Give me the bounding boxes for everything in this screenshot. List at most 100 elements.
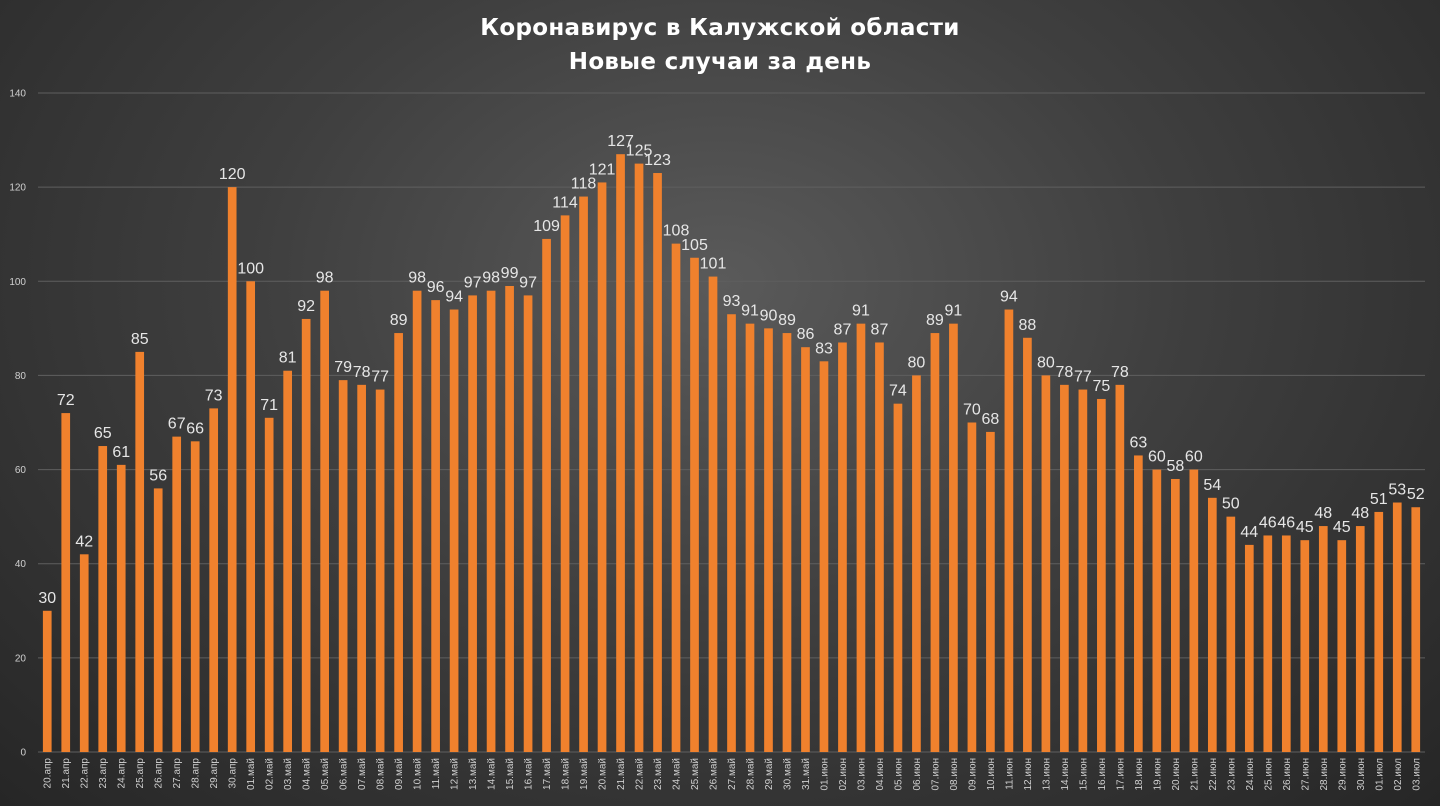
x-tick-label: 01.июл <box>1374 758 1385 791</box>
data-label: 45 <box>1333 519 1351 536</box>
bar <box>727 314 736 752</box>
bar <box>653 173 662 752</box>
bar <box>782 333 792 752</box>
data-label: 97 <box>464 274 482 291</box>
data-label: 86 <box>797 326 815 343</box>
y-axis-ticks: 0 20 40 60 80 100 120 140 <box>9 89 26 759</box>
data-label: 45 <box>1296 519 1314 536</box>
x-tick-label: 18.май <box>561 758 572 790</box>
data-label: 96 <box>427 279 445 296</box>
data-label: 56 <box>149 467 167 484</box>
x-tick-label: 08.май <box>376 758 387 790</box>
bar <box>1134 455 1143 752</box>
x-tick-label: 17.июн <box>1115 758 1126 791</box>
data-label: 127 <box>607 133 634 150</box>
bar <box>227 187 237 753</box>
y-tick-label: 20 <box>15 653 27 664</box>
data-label: 46 <box>1259 514 1277 531</box>
x-tick-label: 08.июн <box>949 758 960 791</box>
data-label: 66 <box>186 420 204 437</box>
x-tick-label: 29.апр <box>209 758 220 789</box>
bar <box>1263 535 1273 752</box>
data-label: 93 <box>723 293 741 310</box>
data-label: 72 <box>57 392 75 409</box>
data-label: 30 <box>38 590 56 607</box>
data-label: 53 <box>1388 482 1406 499</box>
bar <box>264 417 274 752</box>
bar <box>1244 544 1254 752</box>
x-tick-label: 19.июн <box>1152 758 1163 791</box>
bar <box>1337 540 1347 752</box>
x-tick-label: 30.июн <box>1356 758 1367 791</box>
x-tick-label: 16.май <box>524 758 535 790</box>
x-tick-label: 26.апр <box>154 758 165 789</box>
x-tick-label: 12.май <box>450 758 461 790</box>
bar <box>190 441 200 752</box>
bar <box>801 347 810 752</box>
data-label: 73 <box>205 387 223 404</box>
bar <box>468 295 477 752</box>
x-tick-label: 21.июн <box>1189 758 1200 791</box>
x-tick-label: 26.июн <box>1282 758 1293 791</box>
data-label: 87 <box>834 321 852 338</box>
bar <box>1170 478 1180 752</box>
data-label: 123 <box>644 152 671 169</box>
bar <box>1041 375 1051 752</box>
bar <box>560 215 570 752</box>
data-label: 81 <box>279 350 297 367</box>
data-label: 61 <box>112 444 130 461</box>
bar <box>690 257 699 752</box>
data-label: 79 <box>334 359 352 376</box>
bar <box>449 309 459 752</box>
data-label: 78 <box>353 364 371 381</box>
data-label: 78 <box>1111 364 1129 381</box>
x-tick-label: 16.июн <box>1097 758 1108 791</box>
bar <box>1411 507 1421 752</box>
x-tick-label: 17.май <box>542 758 553 790</box>
x-tick-label: 23.май <box>653 758 664 790</box>
data-label: 74 <box>889 383 907 400</box>
x-tick-label: 05.июн <box>893 758 904 791</box>
data-label: 77 <box>371 369 389 386</box>
chart-subtitle: Новые случаи за день <box>568 49 872 75</box>
bar <box>1097 398 1106 752</box>
bar <box>116 464 126 752</box>
bar <box>98 446 108 752</box>
x-tick-label: 24.июн <box>1245 758 1256 791</box>
x-tick-label: 01.май <box>246 758 257 790</box>
x-tick-label: 09.май <box>394 758 405 790</box>
data-label: 105 <box>681 237 708 254</box>
x-tick-label: 13.июн <box>1041 758 1052 791</box>
x-tick-label: 04.июн <box>875 758 886 791</box>
data-label: 60 <box>1185 449 1203 466</box>
data-label: 68 <box>982 411 1000 428</box>
bar <box>597 182 607 752</box>
x-tick-label: 27.июн <box>1300 758 1311 791</box>
data-label: 60 <box>1148 449 1166 466</box>
x-tick-label: 20.июн <box>1171 758 1182 791</box>
data-label: 98 <box>316 270 334 287</box>
y-tick-label: 120 <box>9 183 26 194</box>
data-label: 70 <box>963 402 981 419</box>
y-tick-label: 60 <box>15 465 27 476</box>
data-label: 91 <box>945 303 963 320</box>
bar <box>209 408 219 752</box>
x-tick-label: 26.май <box>709 758 720 790</box>
x-tick-label: 31.май <box>801 758 812 790</box>
x-tick-label: 24.май <box>672 758 683 790</box>
bar <box>1226 516 1236 752</box>
x-tick-label: 06.май <box>339 758 350 790</box>
x-tick-label: 15.июн <box>1078 758 1089 791</box>
x-tick-label: 06.июн <box>912 758 923 791</box>
bar <box>1115 384 1125 752</box>
data-label: 44 <box>1240 524 1258 541</box>
x-tick-label: 12.июн <box>1023 758 1034 791</box>
bar <box>394 333 403 752</box>
bar <box>172 436 182 752</box>
bar <box>634 163 644 752</box>
bar <box>135 351 145 752</box>
x-tick-label: 09.июн <box>967 758 978 791</box>
x-tick-label: 10.май <box>413 758 424 790</box>
data-label: 46 <box>1277 514 1295 531</box>
bar <box>745 323 755 752</box>
